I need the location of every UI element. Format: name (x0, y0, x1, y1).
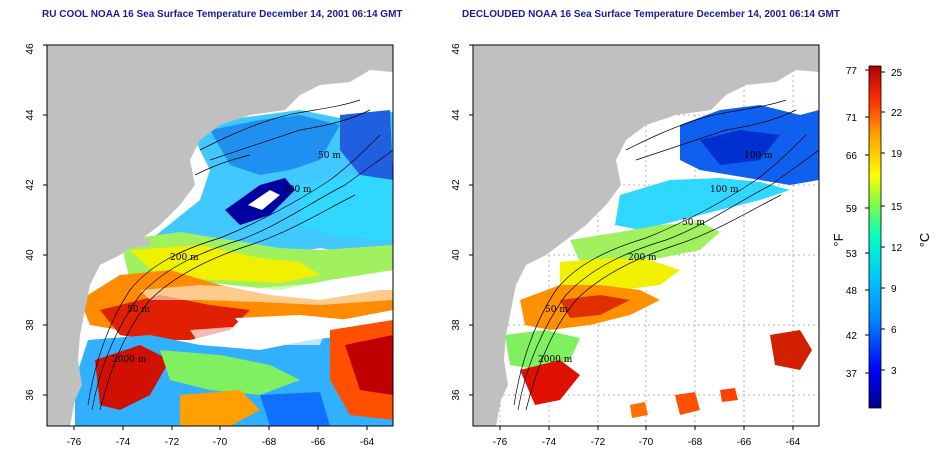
celsius-tick-label: 25 (891, 68, 903, 79)
right-lon-tick-label: -74 (542, 437, 557, 448)
celsius-tick-label: 12 (891, 243, 903, 254)
right-lat-tick-label: 46 (451, 43, 462, 55)
left-lat-tick-label: 46 (25, 43, 36, 55)
right-bathymetry-contours (513, 99, 819, 411)
right-lon-tick-label: -66 (737, 437, 752, 448)
left-sst-field (75, 110, 393, 426)
right-lon-tick-label: -68 (688, 437, 703, 448)
fahrenheit-unit-label: °F (831, 233, 846, 246)
left-bathymetry-contours (87, 99, 393, 411)
right-contour-label: 50 m (545, 305, 568, 315)
right-map-panel (473, 45, 819, 426)
celsius-tick-label: 3 (891, 366, 897, 377)
colorbar-fahrenheit-labels: 77 71 66 59 53 48 42 37 (846, 66, 858, 380)
left-contour-label: 50 m (127, 305, 150, 315)
fahrenheit-tick-label: 37 (846, 369, 858, 380)
left-lat-tick-label: 36 (25, 389, 36, 401)
left-lon-tick-label: -74 (116, 437, 131, 448)
left-lon-tick-label: -66 (311, 437, 326, 448)
right-contour-label: 2000 m (538, 355, 573, 365)
right-lat-tick-label: 42 (451, 179, 462, 191)
right-lon-labels: -76 -74 -72 -70 -68 -66 -64 (493, 437, 801, 448)
celsius-tick-label: 6 (891, 325, 897, 336)
left-contour-label: 200 m (170, 253, 199, 263)
left-lon-tick-label: -64 (360, 437, 375, 448)
left-contour-labels: 50 m 100 m 200 m 50 m 2000 m (112, 151, 341, 365)
left-lat-labels: 36 38 40 42 44 46 (25, 43, 36, 401)
right-contour-label: 100 m (710, 185, 739, 195)
left-lat-tick-label: 44 (25, 109, 36, 121)
right-lat-tick-label: 40 (451, 249, 462, 261)
celsius-tick-label: 15 (891, 202, 903, 213)
temperature-colorbar: 77 71 66 59 53 48 42 37 25 22 19 15 12 9… (831, 65, 932, 409)
fahrenheit-tick-label: 77 (846, 66, 858, 77)
right-lon-tick-label: -72 (591, 437, 606, 448)
left-lat-tick-label: 42 (25, 179, 36, 191)
right-contour-label: 50 m (682, 218, 705, 228)
left-lat-tick-label: 40 (25, 249, 36, 261)
right-contour-labels: 100 m 100 m 50 m 200 m 50 m 2000 m (538, 151, 773, 365)
celsius-unit-label: °C (917, 233, 932, 248)
left-lat-tick-label: 38 (25, 319, 36, 331)
left-lon-tick-label: -72 (165, 437, 180, 448)
right-sst-field (505, 105, 819, 418)
fahrenheit-tick-label: 48 (846, 286, 858, 297)
right-land-mass (473, 45, 819, 426)
right-lat-tick-label: 36 (451, 389, 462, 401)
left-lon-tick-label: -70 (213, 437, 228, 448)
left-lon-tick-label: -68 (262, 437, 277, 448)
fahrenheit-tick-label: 66 (846, 151, 858, 162)
right-panel-title: DECLOUDED NOAA 16 Sea Surface Temperatur… (462, 9, 840, 20)
left-lon-tick-label: -76 (67, 437, 82, 448)
celsius-tick-label: 19 (891, 149, 903, 160)
right-lon-tick-label: -70 (639, 437, 654, 448)
colorbar-gradient (868, 65, 882, 409)
left-axis-ticks (43, 44, 368, 430)
fahrenheit-tick-label: 59 (846, 204, 858, 215)
fahrenheit-tick-label: 71 (846, 113, 858, 124)
right-contour-label: 200 m (628, 253, 657, 263)
celsius-tick-label: 22 (891, 108, 903, 119)
left-map-panel (47, 45, 393, 426)
right-axis-ticks (469, 44, 794, 430)
right-lat-tick-label: 38 (451, 319, 462, 331)
right-contour-label: 100 m (744, 151, 773, 161)
right-lon-tick-label: -76 (493, 437, 508, 448)
colorbar-celsius-labels: 25 22 19 15 12 9 6 3 (891, 68, 903, 377)
fahrenheit-tick-label: 53 (846, 249, 858, 260)
colorbar-ticks (865, 69, 885, 374)
left-contour-label: 50 m (318, 151, 341, 161)
left-land-mass (47, 45, 393, 426)
left-contour-label: 2000 m (112, 355, 147, 365)
right-lat-labels: 36 38 40 42 44 46 (451, 43, 462, 401)
celsius-tick-label: 9 (891, 284, 897, 295)
fahrenheit-tick-label: 42 (846, 331, 858, 342)
left-lon-labels: -76 -74 -72 -70 -68 -66 -64 (67, 437, 375, 448)
left-contour-label: 100 m (283, 185, 312, 195)
right-lon-tick-label: -64 (786, 437, 801, 448)
left-panel-title: RU COOL NOAA 16 Sea Surface Temperature … (42, 9, 403, 20)
right-lat-tick-label: 44 (451, 109, 462, 121)
